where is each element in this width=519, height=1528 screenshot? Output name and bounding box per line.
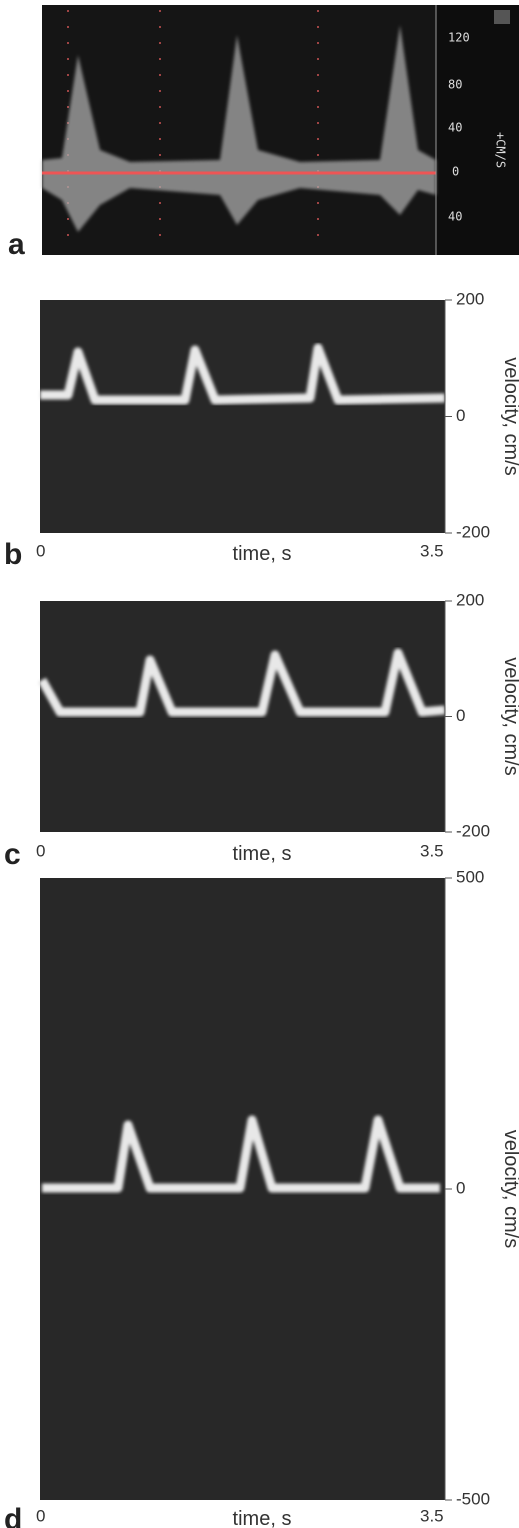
spectrogram bbox=[40, 300, 445, 533]
x-start-label: 0 bbox=[36, 1506, 45, 1525]
scale-tick: 40 bbox=[448, 210, 462, 224]
y-axis-label: velocity, cm/s bbox=[500, 1130, 519, 1249]
velocity-trace bbox=[38, 648, 446, 717]
y-tick-label: 200 bbox=[456, 289, 484, 308]
panel-label: a bbox=[8, 228, 25, 261]
scale-strip bbox=[436, 5, 519, 255]
y-tick-label: 0 bbox=[456, 1178, 465, 1197]
panel-a: 120 80 40 0 40 +CM/S a bbox=[8, 5, 519, 261]
y-tick-label: -200 bbox=[456, 522, 490, 541]
y-tick-label: -500 bbox=[456, 1489, 490, 1508]
y-tick-label: 0 bbox=[456, 706, 465, 725]
x-axis-label: time, s bbox=[233, 1508, 292, 1528]
x-axis-label: time, s bbox=[233, 543, 292, 565]
y-tick-label: 200 bbox=[456, 590, 484, 609]
scale-tick: 40 bbox=[448, 121, 462, 135]
x-start-label: 0 bbox=[36, 541, 45, 560]
y-axis-label: velocity, cm/s bbox=[500, 357, 519, 476]
x-end-label: 3.5 bbox=[420, 1506, 444, 1525]
x-end-label: 3.5 bbox=[420, 541, 444, 560]
x-start-label: 0 bbox=[36, 841, 45, 860]
marker bbox=[494, 10, 510, 24]
x-end-label: 3.5 bbox=[420, 841, 444, 860]
panel-label: c bbox=[4, 838, 21, 871]
velocity-trace bbox=[40, 343, 446, 405]
y-tick-label: -200 bbox=[456, 821, 490, 840]
y-tick-label: 500 bbox=[456, 867, 484, 886]
scale-unit: +CM/S bbox=[494, 132, 508, 168]
y-tick-label: 0 bbox=[456, 406, 465, 425]
scale-tick: 80 bbox=[448, 78, 462, 92]
scale-tick: 120 bbox=[448, 31, 470, 45]
doppler-envelope bbox=[42, 25, 436, 232]
scale-tick: 0 bbox=[452, 165, 459, 179]
panel-label: b bbox=[4, 538, 22, 571]
y-axis-label: velocity, cm/s bbox=[500, 657, 519, 776]
x-axis-label: time, s bbox=[233, 843, 292, 865]
velocity-trace bbox=[42, 1115, 440, 1193]
panel-label: d bbox=[4, 1503, 22, 1528]
